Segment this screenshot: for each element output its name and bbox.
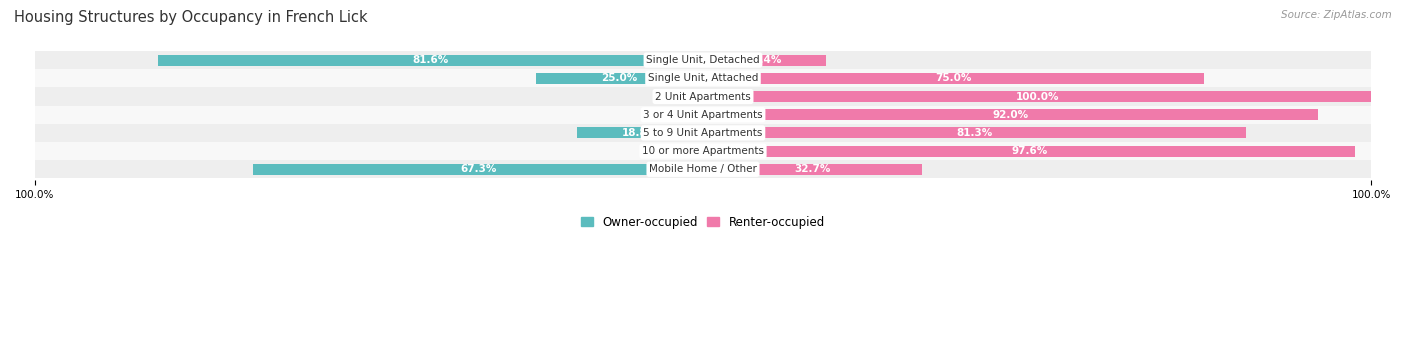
Bar (536, 73, 703, 84)
Text: 25.0%: 25.0% (602, 73, 637, 83)
Text: 5 to 9 Unit Apartments: 5 to 9 Unit Apartments (644, 128, 762, 138)
Text: 18.8%: 18.8% (621, 128, 658, 138)
Legend: Owner-occupied, Renter-occupied: Owner-occupied, Renter-occupied (576, 211, 830, 233)
Bar (703, 91, 1371, 102)
Text: Housing Structures by Occupancy in French Lick: Housing Structures by Occupancy in Frenc… (14, 10, 368, 25)
Bar (703, 128, 1246, 139)
Bar (703, 146, 1355, 157)
Bar (650, 109, 703, 120)
Text: 81.3%: 81.3% (956, 128, 993, 138)
Bar (35, 69, 1371, 88)
Text: Mobile Home / Other: Mobile Home / Other (650, 164, 756, 174)
Text: 18.4%: 18.4% (747, 55, 783, 65)
Bar (35, 51, 1371, 69)
Text: Single Unit, Attached: Single Unit, Attached (648, 73, 758, 83)
Bar (35, 124, 1371, 142)
Text: 97.6%: 97.6% (1011, 146, 1047, 156)
Text: 100.0%: 100.0% (1015, 92, 1059, 102)
Text: 3 or 4 Unit Apartments: 3 or 4 Unit Apartments (643, 110, 763, 120)
Bar (253, 164, 703, 175)
Bar (703, 109, 1317, 120)
Bar (703, 164, 921, 175)
Bar (35, 142, 1371, 160)
Bar (578, 128, 703, 139)
Text: 2 Unit Apartments: 2 Unit Apartments (655, 92, 751, 102)
Bar (703, 55, 825, 66)
Text: 81.6%: 81.6% (412, 55, 449, 65)
Text: 75.0%: 75.0% (935, 73, 972, 83)
Text: 0.0%: 0.0% (723, 92, 752, 102)
Text: 8.0%: 8.0% (723, 110, 752, 120)
Text: Source: ZipAtlas.com: Source: ZipAtlas.com (1281, 10, 1392, 20)
Bar (688, 146, 703, 157)
Text: 2.4%: 2.4% (723, 146, 752, 156)
Text: 67.3%: 67.3% (460, 164, 496, 174)
Text: 10 or more Apartments: 10 or more Apartments (643, 146, 763, 156)
Bar (157, 55, 703, 66)
Bar (703, 73, 1204, 84)
Text: 32.7%: 32.7% (794, 164, 831, 174)
Bar (35, 88, 1371, 106)
Text: Single Unit, Detached: Single Unit, Detached (647, 55, 759, 65)
Bar (35, 106, 1371, 124)
Bar (35, 160, 1371, 179)
Text: 92.0%: 92.0% (993, 110, 1028, 120)
